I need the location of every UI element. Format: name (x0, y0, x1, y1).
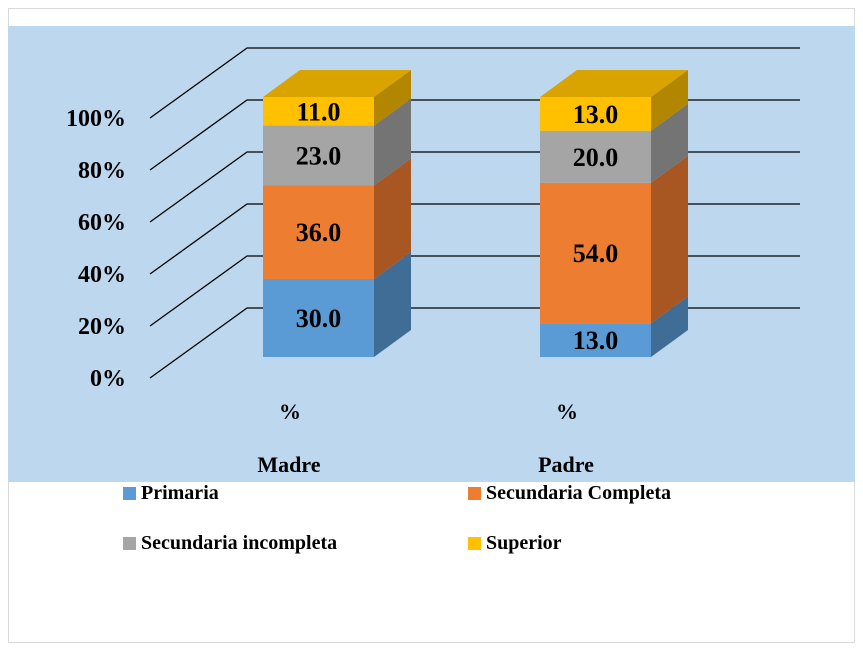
data-label: 11.0 (296, 97, 340, 126)
x-sublabel: % (556, 399, 578, 424)
bar-side-face (651, 70, 688, 131)
bar-segment: 36.0 (263, 158, 411, 279)
bar-side-face (374, 252, 411, 357)
bar-top-face (263, 70, 411, 97)
legend-label: Secundaria incompleta (141, 532, 338, 554)
y-tick-label: 100% (66, 106, 126, 132)
data-label: 30.0 (296, 304, 342, 333)
x-category-label: Madre (257, 452, 320, 477)
bar-segment: 11.0 (263, 70, 411, 126)
y-tick-label: 80% (78, 158, 126, 184)
bar-front-face (540, 97, 651, 131)
x-category-label: Padre (538, 452, 594, 477)
legend-swatch (468, 487, 481, 500)
y-tick-label: 20% (78, 314, 126, 340)
bar-side-face (374, 98, 411, 186)
bar-segment: 30.0 (263, 252, 411, 357)
data-label: 13.0 (573, 326, 619, 355)
legend-swatch (468, 537, 481, 550)
legend-label: Primaria (141, 482, 219, 504)
bar-front-face (540, 323, 651, 357)
bars: 30.0 36.0 23.0 11.0 13.0 54.0 20.0 13.0 (263, 70, 688, 357)
bar-segment: 23.0 (263, 98, 411, 186)
bar-front-face (263, 125, 374, 186)
legend-item: Secundaria Completa (468, 482, 671, 505)
y-tick-label: 40% (78, 262, 126, 288)
data-label: 23.0 (296, 142, 342, 171)
gridline (149, 47, 800, 119)
legend-swatch (123, 487, 136, 500)
x-axis-labels: % Madre% Padre (257, 399, 594, 477)
y-tick-label: 0% (90, 366, 126, 392)
data-label: 54.0 (573, 239, 619, 268)
data-label: 20.0 (573, 143, 619, 172)
legend-label: Secundaria Completa (486, 482, 671, 504)
data-label: 36.0 (296, 218, 342, 247)
bar-front-face (540, 130, 651, 183)
bar-top-face (540, 70, 688, 97)
bar-segment: 54.0 (540, 155, 688, 324)
y-tick-label: 60% (78, 210, 126, 236)
data-label: 13.0 (573, 100, 619, 129)
plot-background (8, 26, 855, 482)
bar-front-face (263, 185, 374, 279)
bar-segment: 20.0 (540, 103, 688, 183)
x-sublabel: % (279, 399, 301, 424)
legend-item: Superior (468, 532, 562, 555)
legend-label: Superior (486, 532, 562, 554)
y-axis-tick-labels: 0% 20% 40% 60% 80% 100% (66, 106, 126, 392)
bar-segment: 13.0 (540, 70, 688, 131)
bar-side-face (374, 70, 411, 126)
bar-side-face (374, 158, 411, 279)
bar-side-face (651, 155, 688, 324)
legend-item: Secundaria incompleta (123, 532, 337, 555)
bar-front-face (540, 182, 651, 324)
bar-front-face (263, 279, 374, 357)
bar-side-face (651, 103, 688, 183)
bar-side-face (651, 296, 688, 357)
legend-swatch (123, 537, 136, 550)
legend-item: Primaria (123, 482, 219, 505)
bar-front-face (263, 97, 374, 126)
bar-segment: 13.0 (540, 296, 688, 357)
